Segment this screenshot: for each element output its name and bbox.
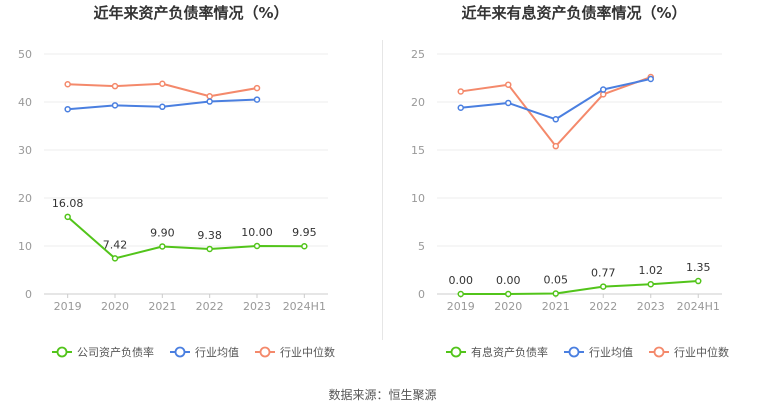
right-data-label: 1.02 <box>639 264 664 277</box>
left-data-label: 10.00 <box>241 226 273 239</box>
left-legend-marker-dot <box>259 346 271 358</box>
left-y-tick-label: 10 <box>18 240 32 253</box>
data-source-note: 数据来源：恒生聚源 <box>328 388 437 402</box>
left-data-point <box>206 245 213 253</box>
left-data-point <box>111 82 119 90</box>
right-data-label: 0.00 <box>496 274 521 287</box>
right-data-point <box>505 99 512 107</box>
left-x-tick-label: 2019 <box>54 300 82 313</box>
left-legend-label: 公司资产负债率 <box>77 345 154 359</box>
right-data-point <box>457 104 464 112</box>
left-y-tick-label: 50 <box>18 48 32 61</box>
right-data-point <box>457 88 464 95</box>
right-chart-title: 近年来有息资产负债率情况（%） <box>461 4 687 22</box>
left-data-point <box>301 242 308 250</box>
right-data-point <box>647 75 654 83</box>
left-legend-marker-dot <box>56 346 68 358</box>
left-chart-title: 近年来资产负债率情况（%） <box>93 4 289 22</box>
left-x-tick-label: 2024H1 <box>283 300 326 313</box>
right-data-point <box>600 283 607 290</box>
right-legend-marker-dot <box>450 346 462 358</box>
left-y-tick-label: 30 <box>18 144 32 157</box>
chart-divider <box>382 40 383 340</box>
left-data-point <box>253 96 261 103</box>
left-line-chart: 0 10 20 30 40 50 2019 2020 2021 2022 2023 2024H1 16.… <box>18 48 335 359</box>
left-legend-label: 行业中位数 <box>280 345 335 359</box>
left-data-point <box>159 243 166 250</box>
left-data-point <box>159 80 166 88</box>
right-legend-label: 有息资产负债率 <box>471 345 548 359</box>
right-series-line <box>460 280 699 295</box>
right-data-point <box>600 86 607 93</box>
left-data-point <box>64 105 71 113</box>
right-data-label: 1.35 <box>686 261 711 274</box>
right-data-point <box>695 277 702 285</box>
right-data-point <box>552 142 559 150</box>
left-data-label: 9.95 <box>292 226 317 239</box>
left-data-point <box>111 102 119 109</box>
left-data-point <box>64 213 71 221</box>
left-data-point <box>253 84 261 92</box>
right-x-tick-label: 2023 <box>637 300 665 313</box>
left-x-tick-label: 2023 <box>243 300 271 313</box>
left-y-tick-label: 20 <box>18 192 32 205</box>
right-series-line <box>460 76 652 148</box>
right-series-line <box>460 77 651 121</box>
left-data-label: 9.38 <box>197 229 222 242</box>
right-x-tick-label: 2019 <box>447 300 475 313</box>
right-line-chart: 0 5 10 15 20 25 2019 2020 2021 2022 2023 2024H1 0.00… <box>411 48 729 359</box>
right-x-tick-label: 2022 <box>589 300 617 313</box>
right-x-tick-label: 2020 <box>494 300 522 313</box>
right-legend-marker-dot <box>653 346 665 358</box>
left-y-tick-label: 0 <box>25 288 32 301</box>
left-data-point <box>111 255 119 262</box>
right-data-label: 0.77 <box>591 267 616 280</box>
left-data-point <box>159 103 166 111</box>
left-x-tick-label: 2022 <box>196 300 224 313</box>
right-y-tick-label: 0 <box>418 288 425 301</box>
left-data-label: 9.90 <box>150 226 175 239</box>
right-y-tick-label: 10 <box>411 192 425 205</box>
left-x-tick-label: 2021 <box>148 300 176 313</box>
right-legend-marker-dot <box>568 346 580 358</box>
right-data-label: 0.05 <box>544 274 569 287</box>
right-legend-label: 行业均值 <box>589 346 633 359</box>
right-data-point <box>457 290 464 298</box>
right-x-tick-label: 2021 <box>542 300 570 313</box>
left-data-point <box>253 242 261 250</box>
left-y-tick-label: 40 <box>18 96 32 109</box>
left-legend-marker-dot <box>174 346 186 358</box>
right-data-label: 0.00 <box>449 274 474 287</box>
right-x-tick-label: 2024H1 <box>677 300 720 313</box>
right-data-point <box>552 116 559 123</box>
right-y-tick-label: 5 <box>418 240 425 253</box>
left-legend-label: 行业均值 <box>195 346 239 359</box>
left-data-label: 16.08 <box>52 197 84 210</box>
left-data-point <box>206 98 213 105</box>
left-data-label: 7.42 <box>103 238 128 251</box>
right-data-point <box>505 81 512 88</box>
right-legend-label: 行业中位数 <box>674 345 729 359</box>
left-x-tick-label: 2020 <box>101 300 129 313</box>
left-data-point <box>64 80 71 88</box>
left-series-line <box>67 216 305 260</box>
right-y-tick-label: 15 <box>411 144 425 157</box>
right-data-point <box>505 290 512 298</box>
right-data-point <box>552 290 559 297</box>
right-y-tick-label: 20 <box>411 96 425 109</box>
right-y-tick-label: 25 <box>411 48 425 61</box>
right-data-point <box>647 280 654 288</box>
